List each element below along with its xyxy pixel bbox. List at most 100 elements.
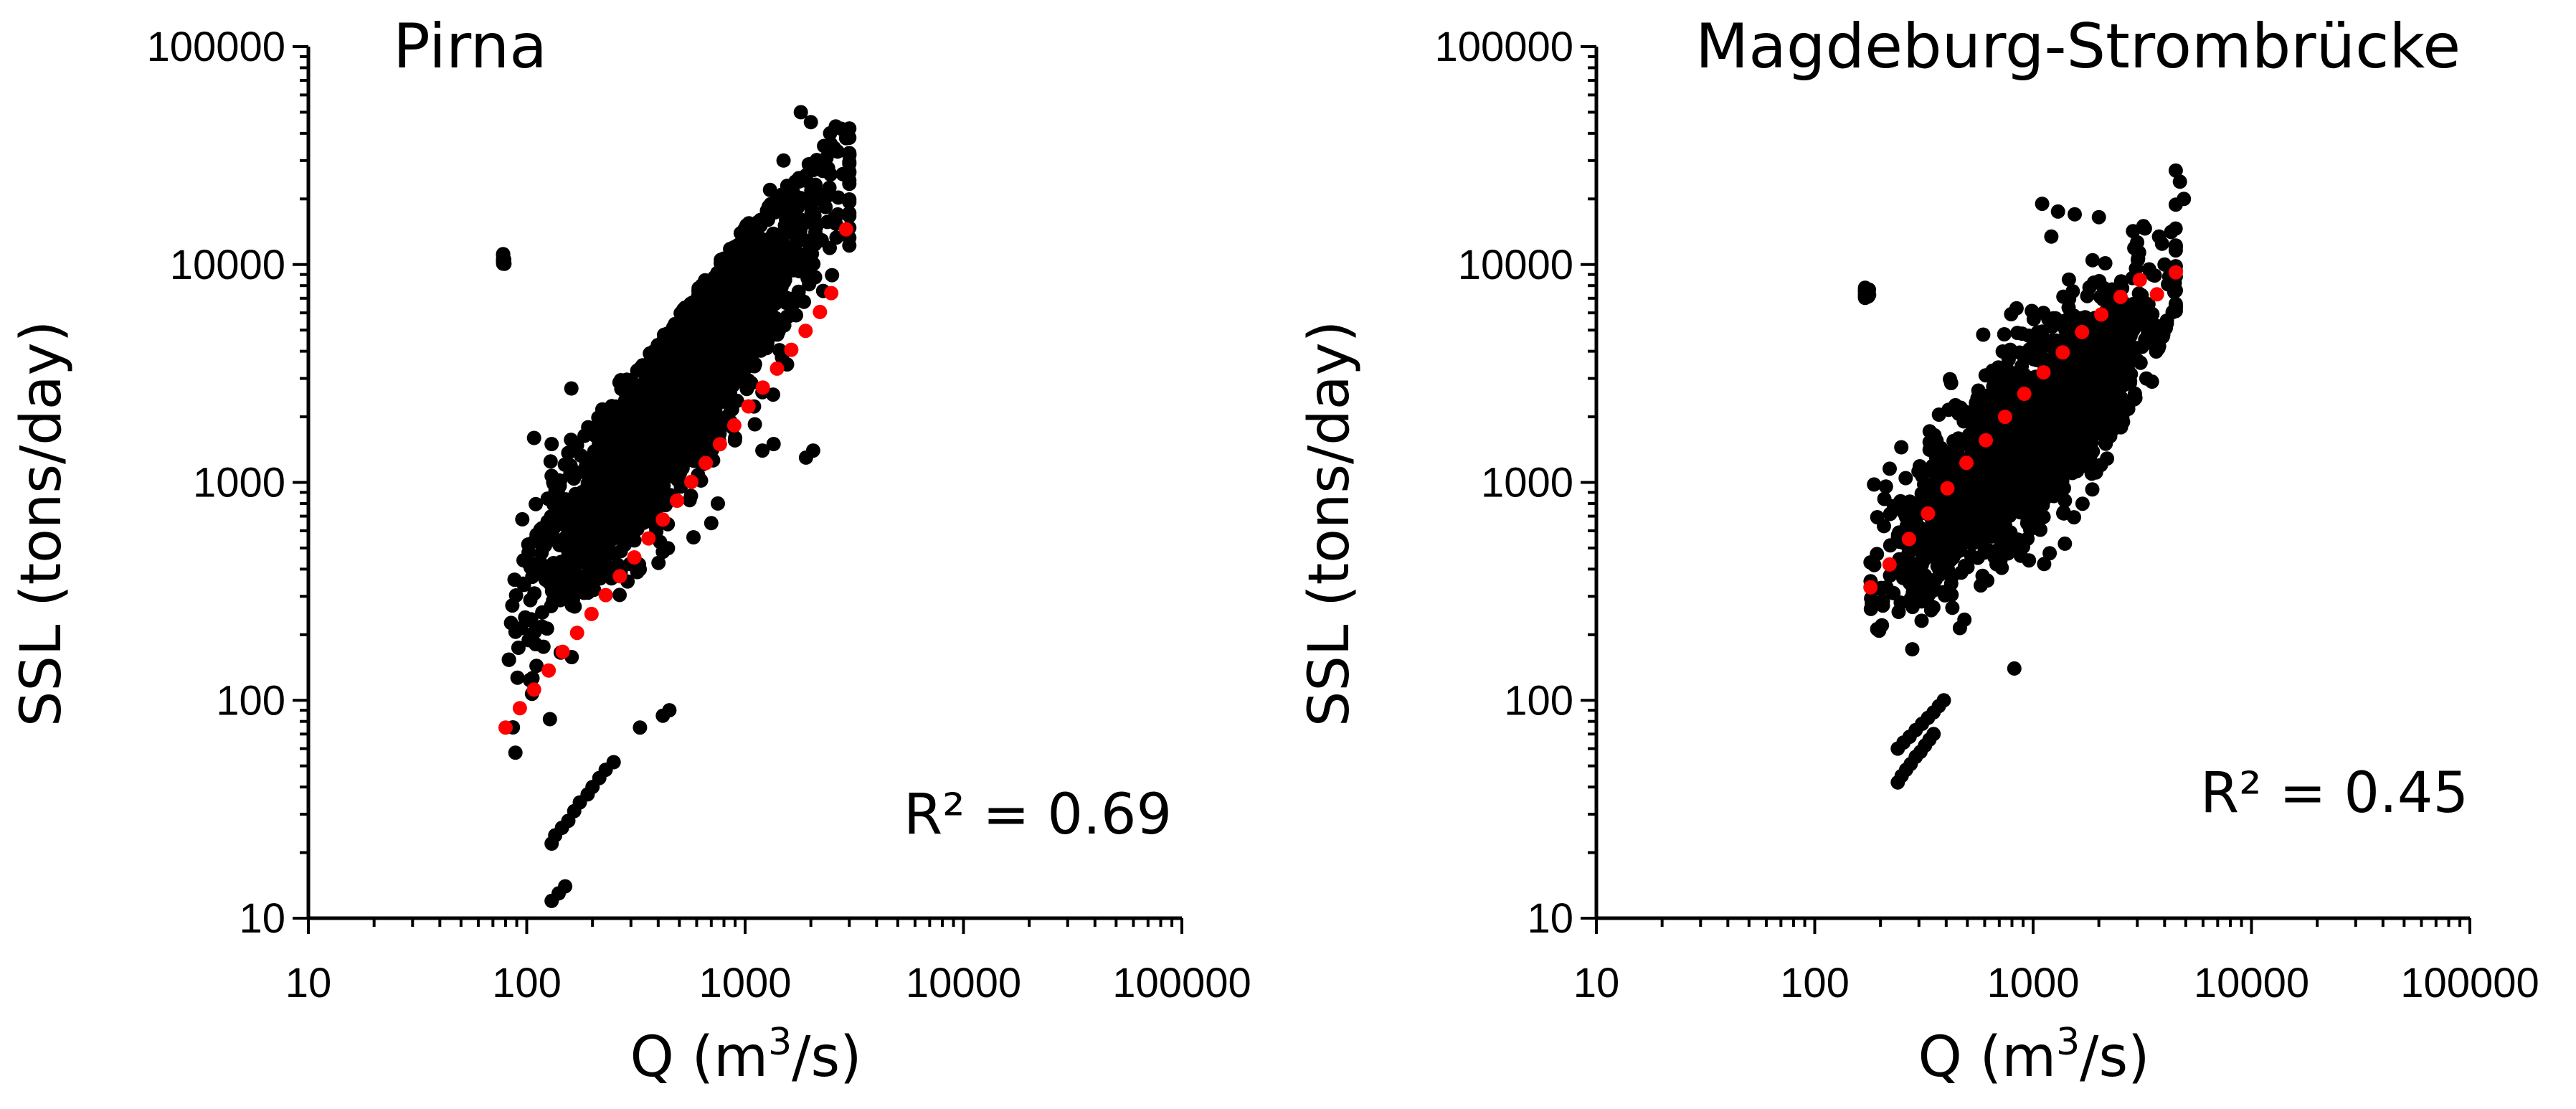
observed-point	[1913, 537, 1928, 552]
observed-point	[660, 326, 675, 341]
observed-point	[737, 376, 752, 391]
fit-point	[813, 304, 828, 319]
observed-point	[775, 235, 790, 250]
observed-point	[2177, 192, 2192, 207]
observed-point	[2098, 256, 2113, 270]
observed-point	[2065, 337, 2080, 352]
observed-point	[1941, 502, 1956, 517]
observed-point	[1903, 591, 1918, 606]
observed-point	[2130, 318, 2145, 333]
observed-point	[546, 593, 561, 608]
observed-point	[2070, 364, 2085, 379]
observed-point	[1964, 510, 1979, 525]
observed-point	[2058, 493, 2073, 508]
observed-point	[577, 506, 592, 521]
observed-point	[2091, 209, 2106, 225]
observed-point	[2111, 397, 2126, 412]
observed-point	[2129, 341, 2144, 356]
observed-point	[666, 365, 681, 380]
observed-point	[1979, 490, 1994, 505]
observed-point	[762, 182, 777, 197]
observed-point	[516, 577, 531, 593]
observed-point	[2116, 377, 2131, 392]
observed-point	[1989, 445, 2004, 461]
observed-point	[1959, 478, 1974, 493]
observed-point	[561, 445, 576, 461]
fit-point	[2055, 345, 2070, 360]
observed-point	[1994, 486, 2009, 501]
observed-point	[1954, 499, 1969, 514]
observed-point	[771, 324, 786, 339]
observed-point	[631, 438, 646, 453]
fit-point	[2113, 289, 2128, 304]
observed-point	[739, 218, 754, 233]
observed-point	[2060, 414, 2075, 429]
fit-point	[526, 682, 541, 697]
observed-point	[1948, 439, 1964, 454]
observed-point	[2050, 399, 2065, 414]
observed-point	[757, 267, 772, 282]
observed-point	[817, 138, 832, 154]
observed-point	[2154, 236, 2169, 251]
observed-point	[2055, 456, 2070, 471]
observed-point	[2009, 446, 2024, 461]
observed-point	[564, 381, 579, 396]
chart-title: Pirna	[393, 11, 547, 82]
observed-point	[582, 484, 597, 499]
observed-point	[728, 430, 743, 445]
observed-point	[2103, 411, 2118, 426]
observed-point	[1943, 376, 1959, 390]
observed-point	[704, 516, 719, 531]
observed-point	[2080, 288, 2095, 303]
observed-point	[533, 522, 548, 537]
observed-point	[1936, 693, 1951, 708]
observed-point	[1993, 466, 2008, 481]
observed-point	[508, 588, 524, 603]
fit-point	[784, 342, 799, 357]
y-tick-label: 10000	[170, 242, 285, 288]
observed-point	[1994, 529, 2009, 544]
observed-point	[606, 755, 621, 770]
observed-point	[686, 530, 701, 544]
observed-point	[1987, 373, 2002, 388]
observed-point	[799, 255, 813, 269]
fit-point	[2017, 387, 2032, 401]
observed-point	[747, 417, 762, 432]
observed-point	[805, 163, 820, 178]
observed-point	[647, 390, 662, 405]
observed-point	[1994, 509, 2009, 524]
observed-point	[558, 879, 573, 894]
observed-point	[808, 177, 823, 192]
observed-point	[686, 391, 701, 405]
observed-point	[666, 454, 681, 469]
observed-point	[527, 586, 542, 601]
observed-point	[2168, 296, 2183, 311]
observed-point	[653, 412, 668, 427]
observed-point	[2083, 438, 2098, 453]
observed-point	[526, 430, 541, 445]
fit-point	[512, 701, 527, 716]
observed-point	[2029, 352, 2044, 367]
observed-point	[822, 180, 837, 195]
observed-point	[2164, 225, 2179, 240]
chart-panel-pirna: 10 100 1000 10000 100000 10 100 1000 10000 100000…	[9, 11, 1251, 1090]
observed-point	[776, 153, 791, 168]
observed-point	[1905, 519, 1920, 534]
observed-point	[570, 556, 585, 570]
observed-point	[1926, 600, 1941, 615]
observed-point	[1894, 440, 1909, 455]
observed-point	[1931, 407, 1946, 422]
observed-point	[2085, 253, 2100, 268]
observed-point	[825, 268, 840, 283]
observed-point	[529, 659, 544, 674]
y-tick-label: 10	[1527, 895, 1573, 942]
observed-point	[542, 712, 557, 727]
observed-point	[497, 253, 512, 267]
observed-point	[543, 454, 558, 469]
observed-point	[820, 214, 835, 230]
observed-point	[710, 362, 725, 377]
observed-point	[2087, 324, 2101, 339]
observed-point	[724, 341, 739, 357]
observed-point	[712, 392, 727, 407]
observed-point	[602, 438, 617, 453]
